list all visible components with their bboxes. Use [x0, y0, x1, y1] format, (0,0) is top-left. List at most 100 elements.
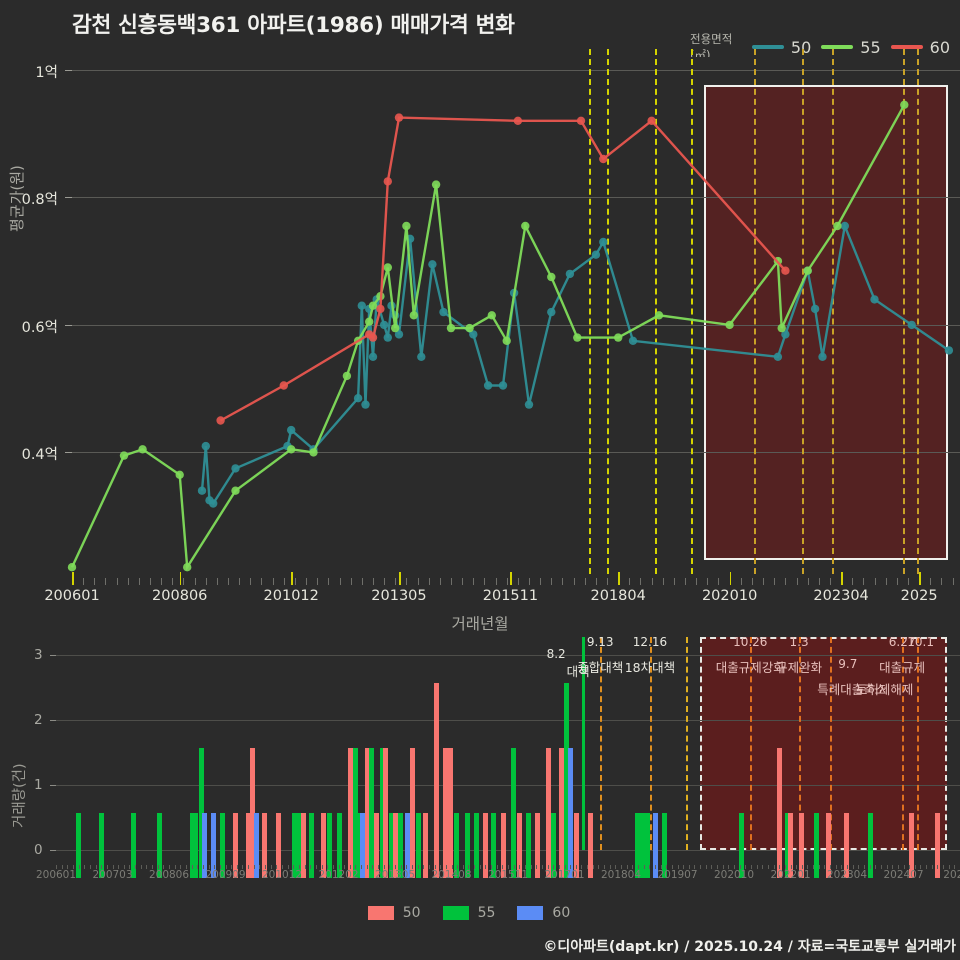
series-point-55[interactable] [573, 333, 582, 342]
series-point-55[interactable] [342, 371, 352, 381]
series-point-55[interactable] [383, 263, 392, 272]
volume-bar[interactable] [397, 813, 403, 878]
volume-bar[interactable] [739, 813, 745, 878]
series-point-55[interactable] [368, 301, 378, 310]
series-point-60[interactable] [647, 116, 656, 125]
series-point-55[interactable] [833, 221, 842, 231]
volume-bar[interactable] [347, 748, 353, 878]
series-point-50[interactable] [810, 304, 820, 314]
volume-bar[interactable] [415, 813, 421, 878]
volume-bar[interactable] [337, 813, 343, 878]
volume-bar[interactable] [379, 748, 385, 878]
volume-bar[interactable] [219, 813, 225, 878]
series-point-55[interactable] [431, 180, 441, 189]
series-point-50[interactable] [231, 464, 240, 473]
legend-item-55[interactable]: 55 [821, 38, 884, 57]
volume-bar[interactable] [189, 813, 195, 878]
volume-bar[interactable] [652, 813, 658, 878]
series-point-55[interactable] [725, 320, 734, 330]
volume-bar[interactable] [388, 813, 394, 878]
volume-bar[interactable] [365, 748, 371, 878]
volume-bar[interactable] [275, 813, 281, 878]
series-point-55[interactable] [402, 221, 411, 231]
series-point-50[interactable] [628, 336, 638, 345]
volume-bar[interactable] [545, 748, 551, 878]
volume-bar[interactable] [442, 748, 448, 878]
series-point-60[interactable] [376, 304, 385, 314]
series-point-50[interactable] [428, 260, 437, 269]
volume-bar[interactable] [826, 813, 832, 878]
volume-bar[interactable] [327, 813, 333, 878]
volume-bar[interactable] [813, 813, 819, 878]
series-point-50[interactable] [818, 352, 827, 361]
series-point-55[interactable] [287, 445, 296, 454]
vlegend-item-55[interactable]: 55 [442, 905, 495, 921]
series-point-50[interactable] [773, 352, 783, 361]
volume-bar[interactable] [359, 813, 365, 878]
volume-bar[interactable] [934, 813, 940, 878]
volume-bar[interactable] [211, 813, 217, 878]
series-point-55[interactable] [803, 266, 812, 275]
series-point-55[interactable] [614, 333, 623, 342]
series-point-55[interactable] [365, 317, 374, 326]
vlegend-item-60[interactable]: 60 [517, 905, 570, 921]
volume-bar[interactable] [309, 813, 315, 878]
series-point-50[interactable] [944, 346, 954, 355]
volume-bar[interactable] [587, 813, 593, 878]
volume-bar[interactable] [490, 813, 496, 878]
volume-bar[interactable] [383, 748, 389, 878]
volume-bar[interactable] [368, 748, 374, 878]
volume-bar[interactable] [645, 813, 651, 878]
volume-bar[interactable] [551, 813, 557, 878]
volume-bar[interactable] [464, 813, 470, 878]
series-point-55[interactable] [67, 563, 77, 572]
volume-bar[interactable] [404, 813, 410, 878]
series-point-50[interactable] [483, 381, 493, 390]
volume-bar[interactable] [198, 748, 204, 878]
series-point-60[interactable] [394, 113, 404, 122]
legend-item-60[interactable]: 60 [890, 38, 954, 57]
series-point-50[interactable] [197, 486, 207, 495]
volume-bar[interactable] [844, 813, 850, 878]
volume-bar[interactable] [253, 813, 259, 878]
series-point-55[interactable] [777, 323, 786, 333]
volume-bar[interactable] [250, 748, 256, 878]
series-point-50[interactable] [591, 250, 601, 259]
volume-bar[interactable] [423, 813, 429, 878]
series-point-55[interactable] [487, 311, 496, 320]
series-point-55[interactable] [465, 323, 474, 333]
volume-bar[interactable] [262, 813, 268, 878]
series-point-50[interactable] [781, 330, 790, 339]
series-point-55[interactable] [175, 470, 184, 479]
series-point-50[interactable] [394, 330, 404, 339]
series-point-50[interactable] [361, 400, 370, 409]
volume-bar[interactable] [193, 813, 199, 878]
series-point-55[interactable] [521, 221, 530, 231]
series-point-60[interactable] [576, 116, 586, 125]
vlegend-item-50[interactable]: 50 [367, 905, 421, 921]
series-point-50[interactable] [287, 425, 296, 435]
series-point-50[interactable] [870, 295, 879, 304]
series-point-60[interactable] [216, 416, 225, 425]
series-point-50[interactable] [498, 381, 508, 390]
volume-bar[interactable] [573, 813, 579, 878]
volume-bar[interactable] [564, 683, 570, 878]
series-point-60[interactable] [368, 333, 378, 342]
series-point-50[interactable] [439, 307, 448, 317]
series-point-55[interactable] [502, 336, 511, 345]
series-point-50[interactable] [840, 221, 849, 231]
series-point-50[interactable] [524, 400, 534, 409]
volume-bar[interactable] [300, 813, 306, 878]
volume-bar[interactable] [661, 813, 667, 878]
series-point-50[interactable] [201, 441, 210, 451]
volume-bar[interactable] [448, 748, 454, 878]
volume-bar[interactable] [433, 683, 439, 878]
series-point-55[interactable] [183, 563, 192, 572]
series-point-60[interactable] [513, 116, 523, 125]
series-point-55[interactable] [900, 100, 909, 109]
series-point-55[interactable] [409, 311, 418, 320]
volume-bar[interactable] [777, 748, 783, 878]
volume-bar[interactable] [634, 813, 640, 878]
series-point-55[interactable] [446, 323, 456, 333]
volume-bar[interactable] [352, 748, 358, 878]
